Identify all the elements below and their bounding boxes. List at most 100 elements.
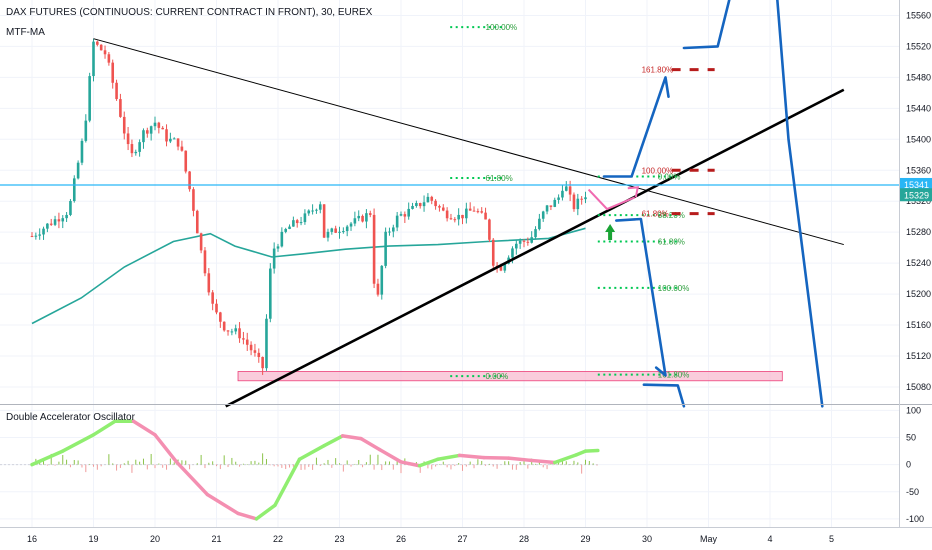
candle-body bbox=[415, 203, 418, 206]
candle-body bbox=[96, 41, 99, 45]
osc-line-segment bbox=[273, 457, 302, 508]
price-tick-label: 15160 bbox=[906, 320, 931, 330]
osc-line-segment bbox=[61, 433, 96, 453]
candle-body bbox=[249, 344, 253, 351]
candle-body bbox=[580, 198, 583, 200]
candle-body bbox=[211, 292, 214, 304]
time-tick-label: 28 bbox=[519, 534, 529, 544]
last-price-badge bbox=[900, 188, 932, 202]
candle-body bbox=[545, 205, 549, 212]
osc-line-segment bbox=[399, 460, 422, 468]
candle-body bbox=[207, 273, 211, 293]
time-tick-label: 30 bbox=[642, 534, 652, 544]
candle-body bbox=[503, 263, 507, 271]
candle-body bbox=[384, 231, 387, 266]
candles bbox=[30, 38, 587, 375]
candle-body bbox=[530, 237, 533, 243]
candle-body bbox=[365, 213, 368, 222]
fib-level-label: 161.80% bbox=[658, 371, 690, 380]
candle-body bbox=[142, 130, 145, 143]
osc-line-segment bbox=[297, 443, 326, 461]
candle-body bbox=[465, 208, 468, 219]
candle-body bbox=[349, 223, 353, 227]
price-tick-label: 15080 bbox=[906, 382, 931, 392]
candle-body bbox=[234, 328, 238, 332]
osc-line-segment bbox=[91, 419, 117, 437]
candle-body bbox=[484, 212, 487, 220]
oscillator-pane bbox=[0, 419, 600, 521]
candle-body bbox=[57, 219, 61, 222]
price-tick-label: 15280 bbox=[906, 227, 931, 237]
candle-body bbox=[441, 207, 445, 211]
trendlines bbox=[0, 38, 899, 408]
projection-down-scenario bbox=[614, 217, 667, 377]
fib-level-label: 61.80% bbox=[486, 174, 513, 183]
osc-line-segment bbox=[583, 448, 600, 453]
osc-line-segment bbox=[340, 434, 363, 441]
time-tick-label: 16 bbox=[27, 534, 37, 544]
candle-body bbox=[134, 151, 138, 154]
osc-line-segment bbox=[174, 460, 210, 497]
osc-line-segment bbox=[236, 511, 259, 521]
candle-body bbox=[326, 231, 330, 238]
candle-body bbox=[76, 162, 80, 179]
candle-body bbox=[584, 197, 587, 200]
time-tick-label: 19 bbox=[88, 534, 98, 544]
candle-body bbox=[192, 189, 195, 211]
candle-body bbox=[461, 214, 464, 219]
price-tick-label: 15520 bbox=[906, 41, 931, 51]
time-tick-label: 27 bbox=[457, 534, 467, 544]
fib-level-label: 0.00% bbox=[486, 372, 509, 381]
price-line-badge bbox=[900, 177, 932, 191]
osc-tick-label: 50 bbox=[906, 433, 916, 443]
candle-body bbox=[392, 227, 395, 232]
candle-body bbox=[103, 50, 107, 55]
candle-body bbox=[457, 214, 460, 220]
osc-line-segment bbox=[417, 457, 440, 468]
candle-body bbox=[65, 214, 68, 219]
candle-body bbox=[468, 208, 472, 211]
fib-level-label: 100.00% bbox=[486, 23, 518, 32]
candle-body bbox=[122, 116, 126, 134]
candle-body bbox=[568, 186, 572, 195]
fib-level-label-red: 161.80% bbox=[642, 66, 674, 75]
price-tick-label: 15200 bbox=[906, 289, 931, 299]
candle-body bbox=[276, 246, 280, 249]
candle-body bbox=[84, 120, 88, 141]
candle-body bbox=[265, 318, 268, 369]
candle-body bbox=[299, 222, 303, 224]
grid-lines bbox=[0, 0, 899, 527]
candle-body bbox=[195, 210, 199, 234]
fib-level-label: 100.00% bbox=[658, 284, 690, 293]
candle-body bbox=[242, 338, 245, 340]
moving-average bbox=[31, 227, 586, 325]
price-tick-label: 15120 bbox=[906, 351, 931, 361]
candle-body bbox=[292, 220, 295, 227]
candle-body bbox=[161, 127, 164, 130]
candle-body bbox=[499, 266, 503, 271]
osc-line-segment bbox=[131, 419, 157, 437]
candle-body bbox=[115, 82, 118, 100]
time-axis[interactable]: 16 19 20 21 22 23 26 27 28 29 30 May 4 5 bbox=[27, 534, 834, 544]
osc-line-segment bbox=[254, 503, 277, 521]
time-tick-label: May bbox=[700, 534, 718, 544]
price-line-badge-text: 15341 bbox=[904, 180, 929, 190]
candle-body bbox=[368, 213, 372, 215]
candle-body bbox=[222, 321, 226, 331]
up-arrow-icon bbox=[605, 224, 616, 241]
candle-body bbox=[72, 178, 76, 202]
candle-body bbox=[153, 122, 157, 127]
osc-line-segment bbox=[205, 492, 240, 516]
projection-far-high-1 bbox=[682, 0, 731, 50]
candle-body bbox=[284, 228, 287, 232]
projection-up-scenario bbox=[602, 76, 670, 178]
oscillator-axis[interactable]: 100 50 0 -50 -100 bbox=[906, 405, 924, 523]
candle-body bbox=[511, 248, 514, 258]
candle-body bbox=[330, 228, 334, 232]
candle-body bbox=[561, 190, 564, 198]
candle-body bbox=[526, 241, 530, 243]
time-tick-label: 20 bbox=[150, 534, 160, 544]
candle-body bbox=[245, 339, 249, 345]
candle-body bbox=[576, 198, 580, 210]
